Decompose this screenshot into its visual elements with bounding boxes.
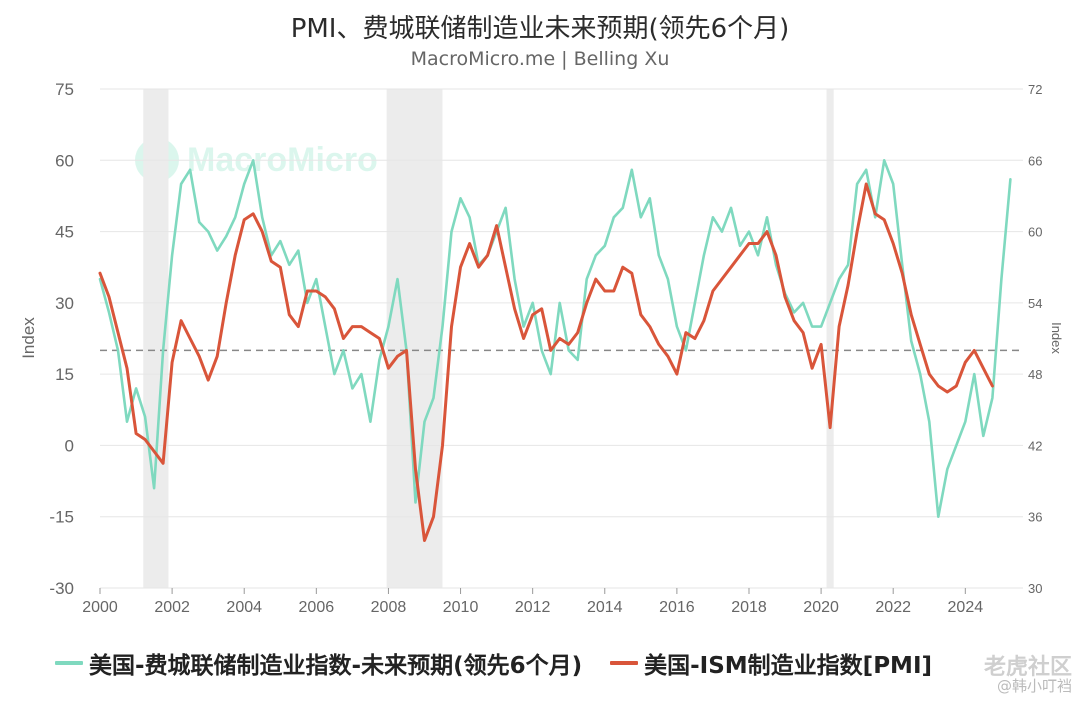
series-lines [98, 159, 1012, 542]
series-line-0[interactable] [98, 159, 1012, 519]
y-right-tick-label-1: 66 [1028, 153, 1042, 168]
y-left-tick-label-3: 30 [55, 294, 74, 313]
chart-title: PMI、费城联储制造业未来预期(领先6个月) [290, 14, 790, 44]
y-right-tick-label-7: 30 [1028, 581, 1042, 596]
x-tick-label-10: 2020 [803, 599, 839, 616]
x-tick-label-3: 2006 [299, 599, 335, 616]
x-tick-label-2: 2004 [226, 599, 262, 616]
y-right-tick-label-6: 36 [1028, 510, 1042, 525]
x-tick-label-12: 2024 [948, 599, 984, 616]
y-left-tick-label-4: 15 [55, 365, 74, 384]
legend: 美国-费城联储制造业指数-未来预期(领先6个月) 美国-ISM制造业指数[PMI… [55, 645, 960, 681]
x-tick-label-11: 2022 [875, 599, 911, 616]
x-tick-label-8: 2016 [659, 599, 695, 616]
legend-swatch-philly [55, 661, 83, 665]
y-left-tick-label-0: 75 [55, 80, 74, 99]
x-tick-label-6: 2012 [515, 599, 551, 616]
y-axis-left-label: Index [19, 317, 38, 359]
y-right-tick-label-3: 54 [1028, 296, 1042, 311]
x-axis-ticks: 2000 2002 2004 2006 2008 2010 2012 2014 2016 2018… [82, 588, 983, 616]
recession-band-2 [826, 89, 834, 588]
y-right-tick-label-2: 60 [1028, 225, 1042, 240]
x-tick-label-1: 2002 [154, 599, 190, 616]
x-tick-label-4: 2008 [371, 599, 407, 616]
recession-band-1 [386, 89, 443, 588]
community-watermark-handle: @韩小叮裆 [996, 677, 1072, 695]
watermark-text: MacroMicro [187, 140, 378, 179]
x-tick-label-5: 2010 [443, 599, 479, 616]
y-left-tick-label-7: -30 [49, 579, 74, 598]
series-line-1[interactable] [98, 182, 994, 542]
y-right-tick-label-4: 48 [1028, 367, 1042, 382]
y-left-tick-label-6: -15 [49, 508, 74, 527]
y-axis-right-ticks: 72 66 60 54 48 42 36 30 [1028, 82, 1042, 596]
legend-swatch-ism [610, 661, 639, 665]
legend-item-ism[interactable]: 美国-ISM制造业指数[PMI] [610, 646, 932, 680]
y-left-tick-label-1: 60 [55, 151, 74, 170]
legend-label-philly: 美国-费城联储制造业指数-未来预期(领先6个月) [89, 653, 583, 679]
chart-subtitle: MacroMicro.me | Belling Xu [410, 48, 670, 70]
community-watermark-title: 老虎社区 [983, 655, 1072, 680]
y-left-tick-label-5: 0 [65, 436, 74, 455]
x-tick-label-0: 2000 [82, 599, 118, 616]
community-watermark: 老虎社区 @韩小叮裆 [983, 655, 1072, 696]
legend-label-ism: 美国-ISM制造业指数[PMI] [644, 653, 933, 679]
grid-lines [100, 88, 1023, 589]
y-right-tick-label-5: 42 [1028, 438, 1042, 453]
y-right-tick-label-0: 72 [1028, 82, 1042, 97]
recession-bands [143, 89, 834, 588]
legend-item-philly[interactable]: 美国-费城联储制造业指数-未来预期(领先6个月) [55, 646, 582, 680]
y-axis-right-label: Index [1049, 322, 1064, 354]
x-tick-label-9: 2018 [731, 599, 767, 616]
y-axis-left-ticks: 75 60 45 30 15 0 -15 -30 [49, 80, 74, 598]
x-tick-label-7: 2014 [587, 599, 623, 616]
y-left-tick-label-2: 45 [55, 223, 74, 242]
